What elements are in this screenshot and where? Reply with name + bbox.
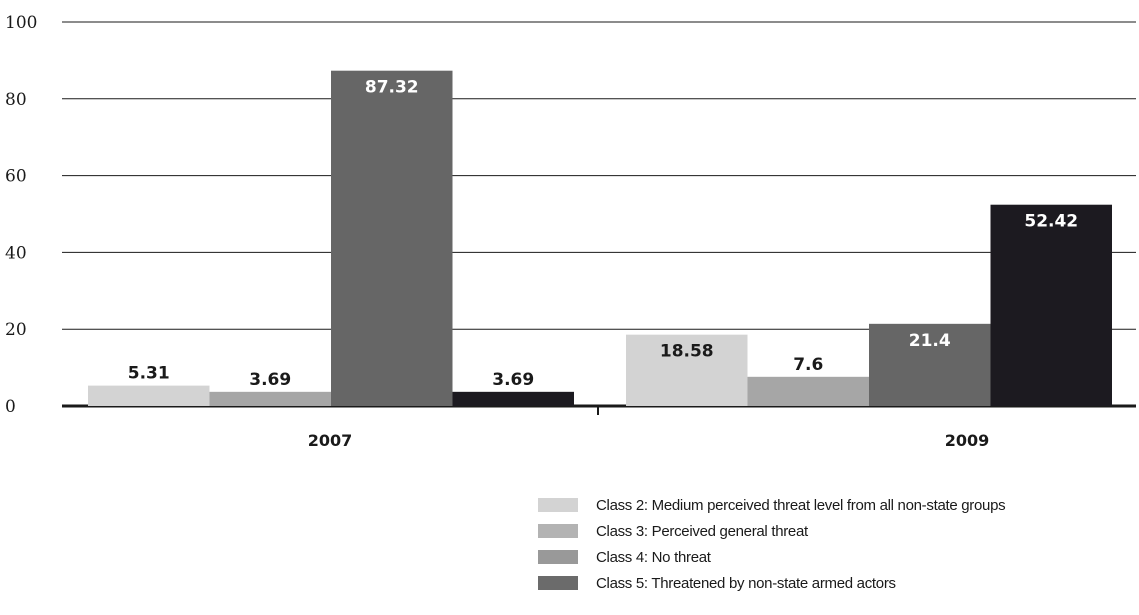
bar: [88, 385, 210, 406]
legend-label: Class 4: No threat: [596, 548, 711, 566]
data-label: 3.69: [249, 370, 291, 390]
bar-chart: 0 20 40 60 80 100 5.31 18.58 3.69 7.6 87.32 21.4 3.6…: [5, 13, 1136, 450]
legend-item: Class 2: Medium perceived threat level f…: [538, 492, 1006, 518]
y-tick-label: 80: [5, 90, 27, 110]
bar: [452, 391, 574, 406]
legend-swatch: [538, 550, 578, 564]
y-tick-label: 20: [5, 320, 27, 340]
data-label: 5.31: [128, 364, 170, 384]
data-label: 52.42: [1024, 212, 1078, 232]
legend: Class 2: Medium perceived threat level f…: [538, 492, 1006, 596]
y-tick-label: 100: [5, 13, 37, 33]
data-label: 21.4: [909, 331, 951, 351]
x-category-label: 2007: [308, 431, 353, 450]
y-tick-label: 0: [5, 397, 16, 417]
bar: [869, 323, 991, 406]
x-category-label: 2009: [945, 431, 990, 450]
legend-swatch: [538, 576, 578, 590]
legend-label: Class 5: Threatened by non-state armed a…: [596, 574, 896, 592]
bar: [747, 376, 869, 406]
bar: [209, 391, 331, 406]
bar: [990, 204, 1112, 406]
legend-item: Class 3: Perceived general threat: [538, 518, 1005, 544]
bar: [331, 70, 453, 407]
bar: [626, 334, 748, 406]
y-tick-label: 60: [5, 167, 27, 187]
data-label: 3.69: [492, 370, 534, 390]
legend-item: Class 4: No threat: [538, 544, 1005, 570]
legend-swatch: [538, 524, 578, 538]
data-label: 87.32: [365, 78, 419, 98]
data-label: 7.6: [793, 355, 823, 375]
legend-label: Class 2: Medium perceived threat level f…: [596, 496, 1006, 514]
legend-label: Class 3: Perceived general threat: [596, 522, 808, 540]
legend-swatch: [538, 498, 578, 512]
data-label: 18.58: [660, 342, 714, 362]
y-tick-label: 40: [5, 243, 27, 263]
legend-item: Class 5: Threatened by non-state armed a…: [538, 570, 1005, 596]
